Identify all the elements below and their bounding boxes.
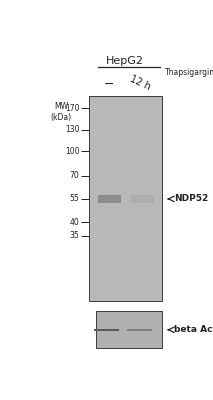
Text: MW
(kDa): MW (kDa) xyxy=(51,102,72,122)
Text: 35: 35 xyxy=(70,231,79,240)
Bar xyxy=(94,328,119,331)
Bar xyxy=(131,195,154,203)
Text: 12 h: 12 h xyxy=(128,74,152,92)
Text: 170: 170 xyxy=(65,104,79,112)
Text: 130: 130 xyxy=(65,125,79,134)
Bar xyxy=(89,96,162,300)
Text: −: − xyxy=(104,78,114,90)
Text: beta Actin: beta Actin xyxy=(174,325,213,334)
Text: 70: 70 xyxy=(70,171,79,180)
Bar xyxy=(96,311,162,348)
Text: 40: 40 xyxy=(70,218,79,226)
Text: HepG2: HepG2 xyxy=(106,56,144,66)
Text: 55: 55 xyxy=(70,194,79,204)
Bar xyxy=(98,195,121,203)
Text: Thapsigargin: Thapsigargin xyxy=(165,68,213,77)
Bar xyxy=(127,328,152,331)
Text: 100: 100 xyxy=(65,147,79,156)
Text: NDP52: NDP52 xyxy=(174,194,209,204)
